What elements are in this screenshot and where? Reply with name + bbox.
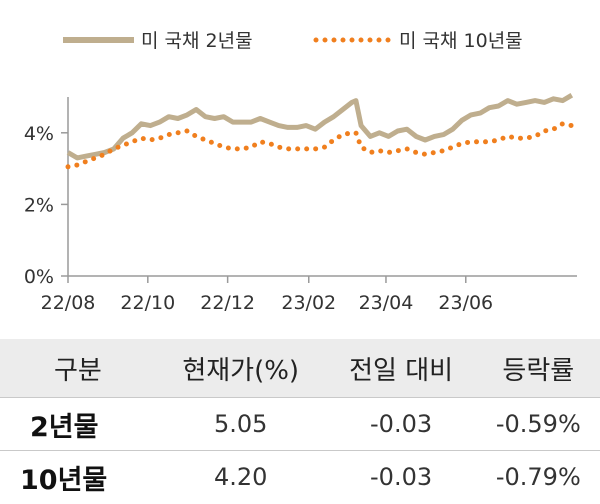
legend-label-2y: 미 국채 2년물 <box>141 30 253 52</box>
row-pct: -0.59% <box>476 397 600 451</box>
header-change: 전일 대비 <box>325 339 477 398</box>
y-tick-label: 0% <box>24 266 54 288</box>
row-change: -0.03 <box>325 397 477 451</box>
row-label: 10년물 <box>0 450 156 503</box>
row-price: 4.20 <box>155 450 326 503</box>
header-pct: 등락률 <box>476 339 600 398</box>
series-layer <box>65 93 575 170</box>
x-tick-label: 23/06 <box>438 292 493 314</box>
x-tick-label: 22/10 <box>120 292 175 314</box>
x-tick-label: 22/12 <box>200 292 255 314</box>
y-tick-label: 4% <box>24 123 54 145</box>
table-row: 10년물 4.20 -0.03 -0.79% <box>0 450 600 503</box>
legend-label-10y: 미 국채 10년물 <box>399 30 523 52</box>
yield-table: 구분 현재가(%) 전일 대비 등락률 2년물 5.05 -0.03 -0.59… <box>0 339 600 503</box>
header-price: 현재가(%) <box>155 339 326 398</box>
legend: 미 국채 2년물 미 국채 10년물 <box>63 30 523 52</box>
row-change: -0.03 <box>325 450 477 503</box>
x-tick-label: 22/08 <box>41 292 96 314</box>
series-line-10y <box>65 121 575 170</box>
series-line-2y <box>66 93 574 161</box>
row-label: 2년물 <box>0 397 156 451</box>
y-ticks: 0% 2% 4% <box>24 123 68 288</box>
table-row: 2년물 5.05 -0.03 -0.59% <box>0 397 600 451</box>
y-tick-label: 2% <box>24 194 54 216</box>
x-tick-label: 23/02 <box>281 292 336 314</box>
yield-chart: 미 국채 2년물 미 국채 10년물 0% 2% 4% 22/08 22/10 22/1… <box>24 30 577 314</box>
row-price: 5.05 <box>155 397 326 451</box>
header-category: 구분 <box>0 339 156 398</box>
x-ticks: 22/08 22/10 22/12 23/02 23/04 23/06 <box>41 276 493 314</box>
table-header-row: 구분 현재가(%) 전일 대비 등락률 <box>0 339 600 398</box>
x-tick-label: 23/04 <box>359 292 414 314</box>
row-pct: -0.79% <box>476 450 600 503</box>
